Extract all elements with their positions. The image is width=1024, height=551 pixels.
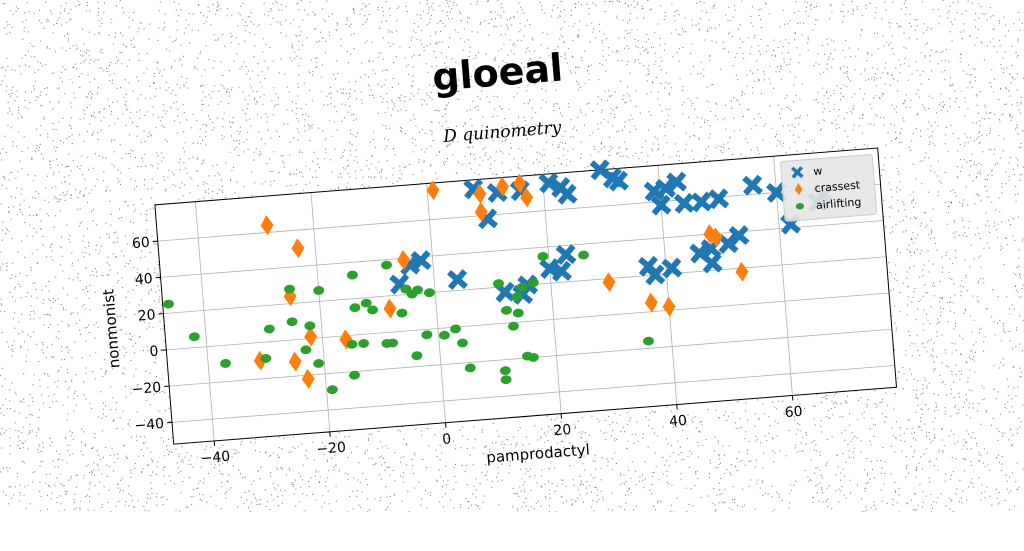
x-axis-label: pamprodactyl bbox=[486, 441, 591, 467]
x-tick-label: −40 bbox=[200, 449, 231, 467]
y-tick-label: 0 bbox=[149, 344, 159, 361]
y-tick-label: 40 bbox=[134, 271, 153, 288]
y-tick-label: 60 bbox=[131, 235, 150, 252]
x-tick-label: 20 bbox=[553, 422, 572, 439]
x-tick-label: −20 bbox=[316, 440, 347, 458]
y-tick-label: 20 bbox=[137, 307, 156, 324]
x-tick-label: 60 bbox=[784, 404, 803, 421]
y-tick-label: −40 bbox=[134, 416, 165, 434]
x-tick-label: 0 bbox=[442, 431, 452, 448]
y-axis-label: nonmonist bbox=[99, 288, 123, 369]
x-tick-label: 40 bbox=[669, 413, 688, 430]
y-tick-label: −20 bbox=[131, 380, 162, 398]
legend-label-w: w bbox=[813, 164, 823, 178]
